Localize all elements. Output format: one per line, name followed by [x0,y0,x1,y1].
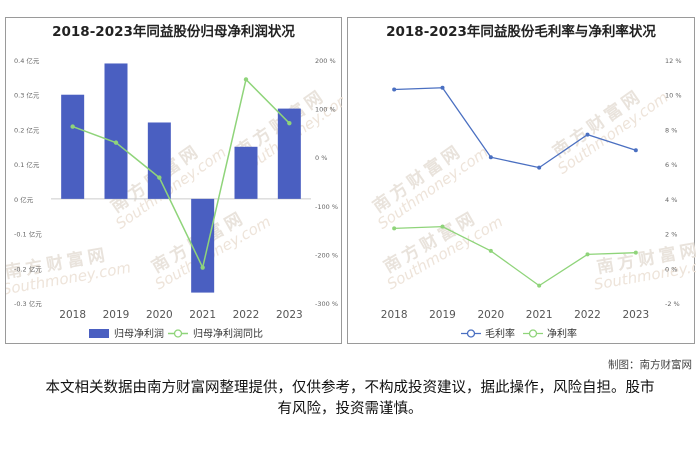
y-right-tick-label: -2 % [665,300,680,308]
y-right-tick-label: 0 % [665,265,677,273]
y-right-tick-label: 8 % [665,126,677,134]
yoy-growth-line [72,77,290,270]
x-tick-label: 2019 [103,309,130,321]
y-left-tick-label: -0.2 亿元 [14,264,42,273]
y-left-tick-label: 0.1 亿元 [14,160,40,169]
bar-2019 [104,63,128,199]
series-1-point-2019 [440,224,445,229]
y-right-tick-label: 200 % [315,57,336,65]
yoy-point-2023 [287,120,292,126]
x-tick-label: 2020 [477,309,504,321]
legend-label-1: 净利率 [547,327,577,340]
y-right-tick-label: 0 % [315,154,327,162]
bar-2021 [191,198,215,293]
y-right-tick-label: 4 % [665,196,677,204]
credit-label: 制图：南方财富网 [608,359,692,371]
yoy-point-2021 [200,265,205,270]
y-left-tick-label: -0.3 亿元 [14,299,42,308]
y-right-tick-label: -200 % [315,251,338,259]
series-line-1 [394,225,636,287]
bar-2022 [234,146,258,199]
right-chart-panel: 2018-2023年同益股份毛利率与净利率状况 南方财富网 Southmoney.… [347,17,696,344]
x-tick-label: 2022 [233,309,260,321]
series-1-point-2020 [488,248,493,253]
series-0-point-2022 [585,132,590,137]
right-chart-svg: 南方财富网Southmoney.com南方财富网Southmoney.com南方… [369,57,696,340]
series-line-0 [394,87,637,169]
yoy-point-2019 [113,140,119,145]
y-right-tick-label: 2 % [665,231,677,239]
legend-marker-1 [528,329,538,338]
series-1-point-2022 [585,252,590,257]
bar-2023 [277,108,301,199]
legend-label-0: 毛利率 [485,327,515,340]
x-tick-label: 2019 [429,309,456,321]
bar-2020 [147,122,171,199]
series-0-point-2021 [537,165,542,170]
x-tick-label: 2020 [146,309,173,321]
y-left-tick-label: 0.2 亿元 [14,125,40,134]
legend-label-yoy: 归母净利润同比 [193,327,263,340]
legend-marker-yoy [173,329,183,338]
y-left-tick-label: -0.1 亿元 [14,230,42,239]
y-left-tick-label: 0.4 亿元 [14,56,40,65]
x-tick-label: 2023 [276,309,303,321]
bar-2018 [61,94,85,199]
legend-marker-0 [466,329,476,338]
y-left-tick-label: 0 亿元 [14,195,34,204]
left-chart-title: 2018-2023年同益股份归母净利润状况 [52,24,295,40]
left-chart-panel: 2018-2023年同益股份归母净利润状况 南方财富网Southmoney.co… [5,17,343,344]
series-0-point-2019 [440,85,445,90]
y-right-tick-label: 100 % [315,106,336,114]
y-left-tick-label: 0.3 亿元 [14,91,40,100]
y-right-tick-label: -100 % [315,203,338,211]
series-0-point-2018 [392,87,397,92]
left-chart-svg: 南方财富网Southmoney.com南方财富网Southmoney.com南方… [6,56,343,340]
y-right-tick-label: 12 % [665,57,682,65]
series-1-point-2018 [392,226,397,231]
y-right-tick-label: 6 % [665,161,677,169]
y-right-tick-label: 10 % [665,92,682,100]
yoy-point-2022 [243,77,249,82]
right-chart-title: 2018-2023年同益股份毛利率与净利率状况 [386,24,656,40]
series-1-point-2023 [633,250,638,255]
legend-swatch-net-profit [89,329,109,338]
legend-label-net-profit: 归母净利润 [114,327,164,340]
disclaimer-text: 本文相关数据由南方财富网整理提供，仅供参考，不构成投资建议，据此操作，风险自担。… [45,380,655,417]
x-tick-label: 2018 [59,309,86,321]
yoy-point-2018 [70,124,75,129]
x-tick-label: 2018 [381,309,408,321]
x-tick-label: 2021 [526,309,553,321]
x-tick-label: 2022 [574,309,601,321]
x-tick-label: 2021 [189,309,216,321]
y-right-tick-label: -300 % [315,300,338,308]
yoy-point-2020 [157,175,162,180]
series-0-point-2023 [633,148,638,153]
series-1-point-2021 [537,283,542,288]
series-0-point-2020 [488,155,493,160]
x-tick-label: 2023 [622,309,649,321]
